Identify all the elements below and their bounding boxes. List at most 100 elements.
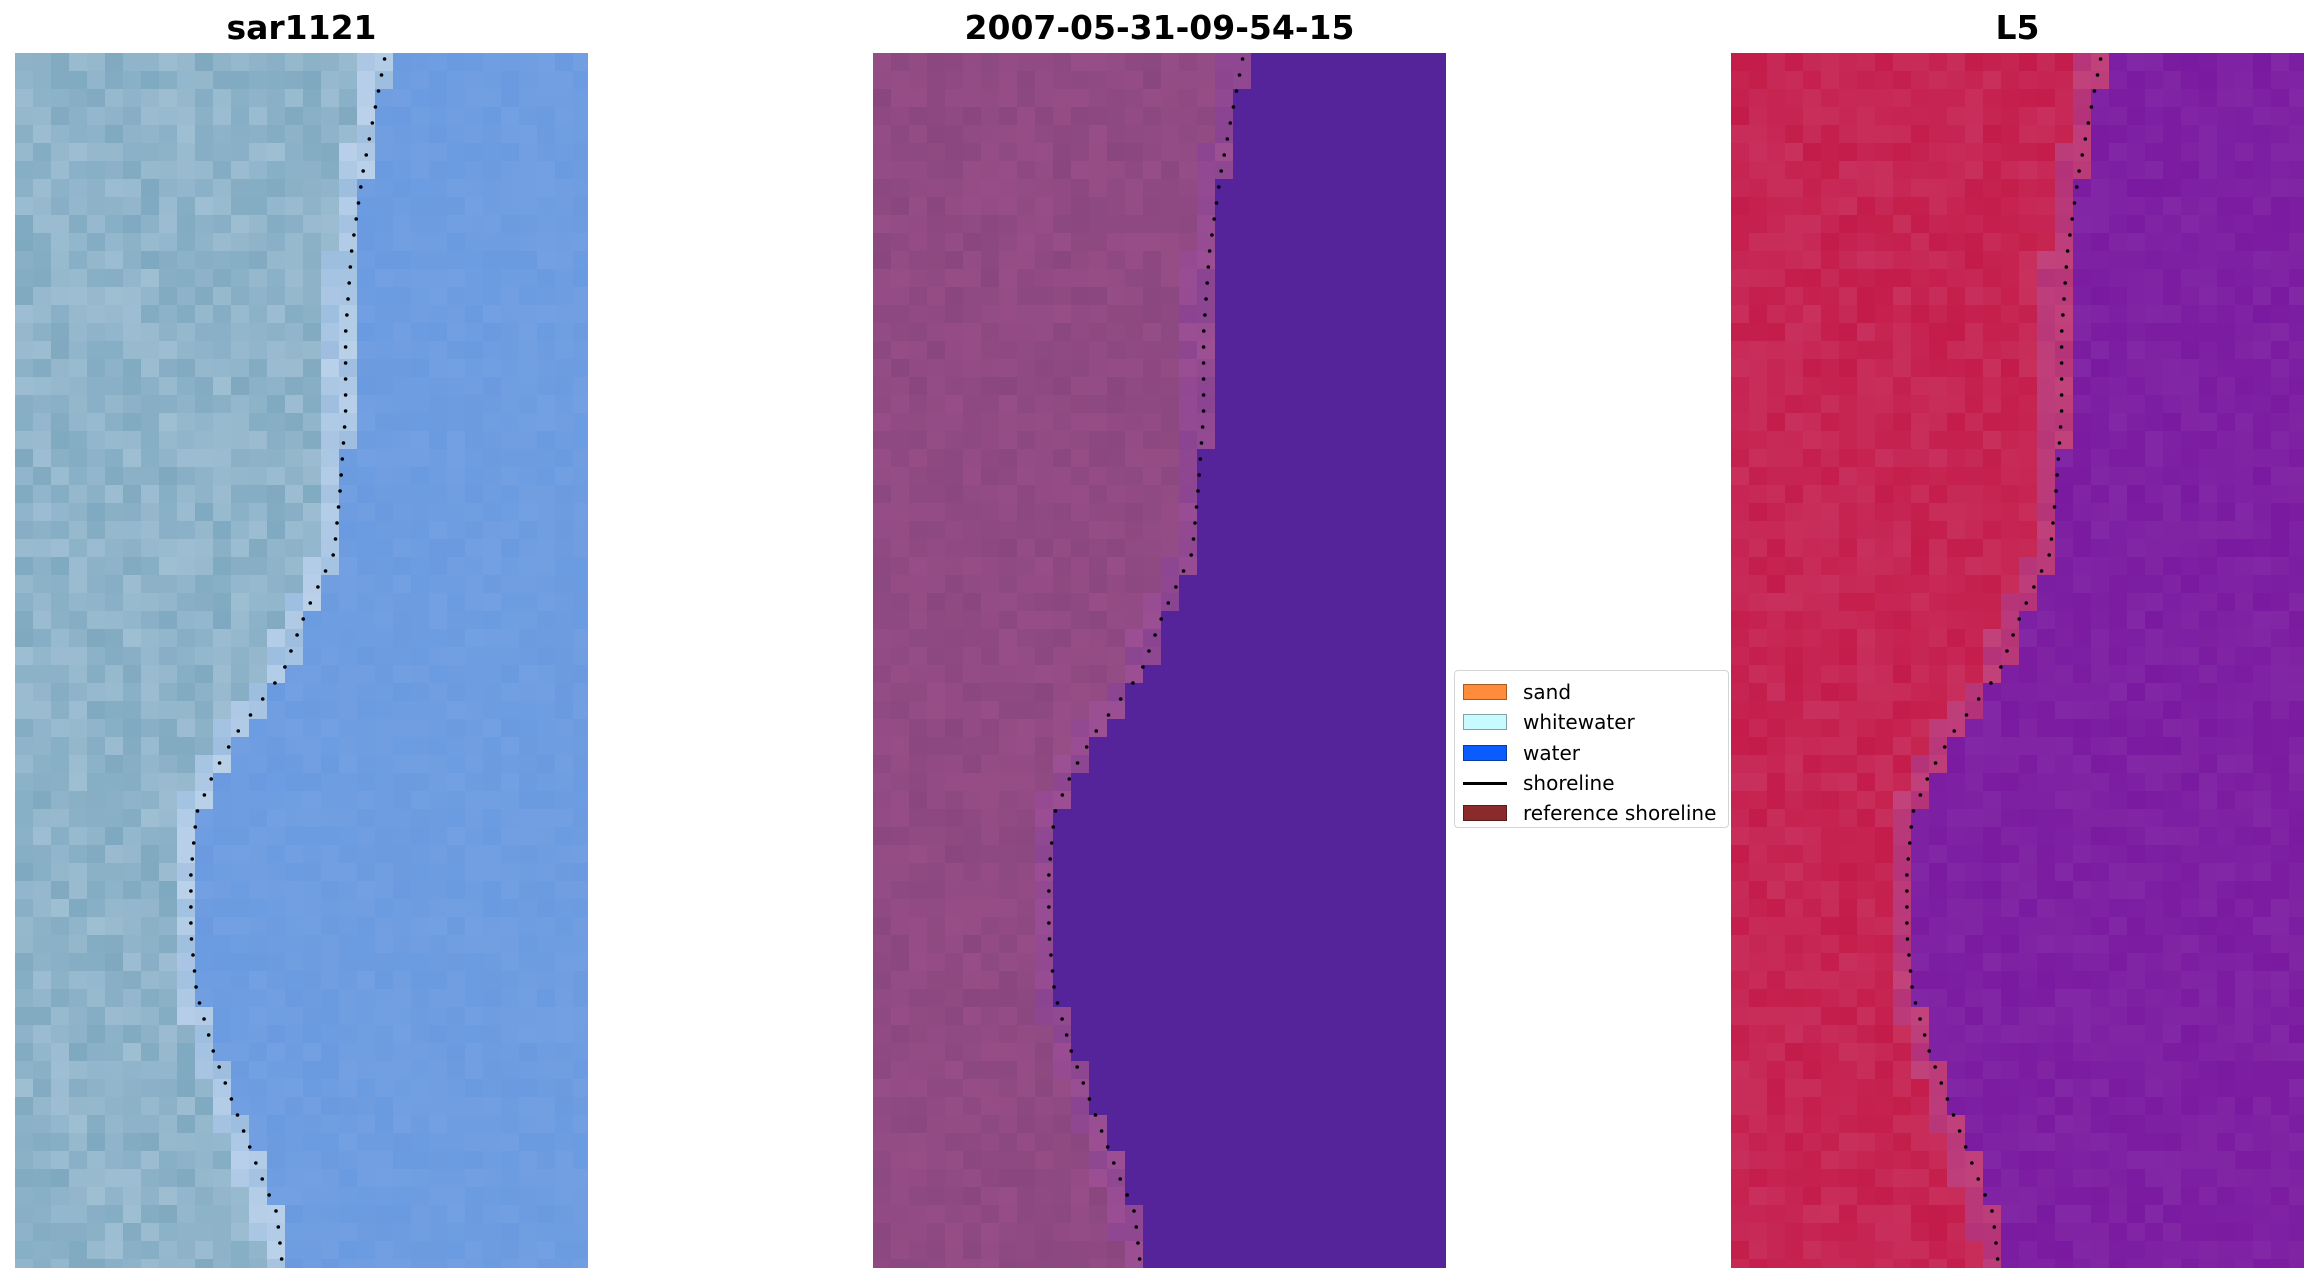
- image-pixel: [2163, 287, 2182, 306]
- image-pixel: [159, 719, 178, 738]
- image-pixel: [1215, 1115, 1234, 1134]
- image-pixel: [555, 1043, 574, 1062]
- image-pixel: [1359, 935, 1378, 954]
- image-pixel: [555, 1187, 574, 1206]
- image-pixel: [483, 827, 502, 846]
- image-pixel: [2073, 197, 2092, 216]
- image-pixel: [1323, 935, 1342, 954]
- image-pixel: [981, 755, 1000, 774]
- image-pixel: [537, 161, 556, 180]
- image-pixel: [429, 251, 448, 270]
- image-pixel: [1035, 1205, 1054, 1224]
- image-pixel: [1305, 935, 1324, 954]
- image-pixel: [159, 737, 178, 756]
- image-pixel: [231, 1259, 250, 1268]
- image-pixel: [1125, 557, 1144, 576]
- image-pixel: [1305, 503, 1324, 522]
- image-pixel: [2199, 125, 2218, 144]
- image-pixel: [891, 1133, 910, 1152]
- image-pixel: [411, 611, 430, 630]
- image-pixel: [105, 449, 124, 468]
- image-pixel: [483, 215, 502, 234]
- image-pixel: [1269, 935, 1288, 954]
- image-pixel: [375, 215, 394, 234]
- image-pixel: [963, 107, 982, 126]
- image-pixel: [321, 917, 340, 936]
- image-pixel: [2145, 269, 2164, 288]
- image-pixel: [159, 575, 178, 594]
- image-pixel: [285, 1151, 304, 1170]
- image-pixel: [429, 971, 448, 990]
- image-pixel: [963, 341, 982, 360]
- image-pixel: [1089, 1043, 1108, 1062]
- image-pixel: [1053, 287, 1072, 306]
- image-pixel: [249, 647, 268, 666]
- image-pixel: [213, 719, 232, 738]
- image-pixel: [123, 1097, 142, 1116]
- image-pixel: [375, 1187, 394, 1206]
- image-pixel: [231, 539, 250, 558]
- image-pixel: [357, 1061, 376, 1080]
- image-pixel: [447, 359, 466, 378]
- image-pixel: [375, 899, 394, 918]
- image-pixel: [1161, 53, 1180, 72]
- image-pixel: [1305, 665, 1324, 684]
- image-pixel: [1767, 125, 1786, 144]
- image-pixel: [537, 611, 556, 630]
- image-pixel: [1395, 791, 1414, 810]
- shoreline-dot: [197, 1001, 202, 1005]
- image-pixel: [1431, 809, 1446, 828]
- image-pixel: [1395, 125, 1414, 144]
- image-pixel: [1839, 143, 1858, 162]
- image-pixel: [1197, 485, 1216, 504]
- image-pixel: [393, 1205, 412, 1224]
- image-pixel: [2181, 305, 2200, 324]
- image-pixel: [1395, 1241, 1414, 1260]
- image-pixel: [573, 1115, 588, 1134]
- image-pixel: [927, 359, 946, 378]
- image-pixel: [15, 359, 34, 378]
- image-pixel: [123, 89, 142, 108]
- image-pixel: [411, 1097, 430, 1116]
- image-pixel: [1143, 323, 1162, 342]
- image-pixel: [537, 125, 556, 144]
- image-pixel: [909, 125, 928, 144]
- image-pixel: [519, 917, 538, 936]
- image-pixel: [213, 179, 232, 198]
- image-pixel: [891, 665, 910, 684]
- image-pixel: [375, 917, 394, 936]
- image-pixel: [1287, 917, 1306, 936]
- image-pixel: [981, 1151, 1000, 1170]
- image-pixel: [321, 773, 340, 792]
- image-pixel: [2127, 179, 2146, 198]
- image-pixel: [2235, 215, 2254, 234]
- image-pixel: [51, 953, 70, 972]
- image-pixel: [33, 1025, 52, 1044]
- image-pixel: [909, 521, 928, 540]
- image-pixel: [375, 1097, 394, 1116]
- image-pixel: [909, 773, 928, 792]
- image-pixel: [519, 161, 538, 180]
- image-pixel: [873, 917, 892, 936]
- image-pixel: [1341, 467, 1360, 486]
- image-pixel: [231, 359, 250, 378]
- image-pixel: [285, 233, 304, 252]
- image-pixel: [1395, 413, 1414, 432]
- image-pixel: [375, 1115, 394, 1134]
- image-pixel: [1413, 809, 1432, 828]
- image-pixel: [15, 1223, 34, 1242]
- image-pixel: [1089, 305, 1108, 324]
- image-pixel: [1143, 269, 1162, 288]
- image-pixel: [1965, 143, 1984, 162]
- image-pixel: [159, 53, 178, 72]
- image-pixel: [87, 485, 106, 504]
- image-pixel: [213, 107, 232, 126]
- image-pixel: [1143, 413, 1162, 432]
- image-pixel: [249, 71, 268, 90]
- image-pixel: [1089, 431, 1108, 450]
- image-pixel: [1341, 89, 1360, 108]
- image-pixel: [2289, 125, 2304, 144]
- image-pixel: [573, 899, 588, 918]
- image-pixel: [1395, 179, 1414, 198]
- image-pixel: [123, 503, 142, 522]
